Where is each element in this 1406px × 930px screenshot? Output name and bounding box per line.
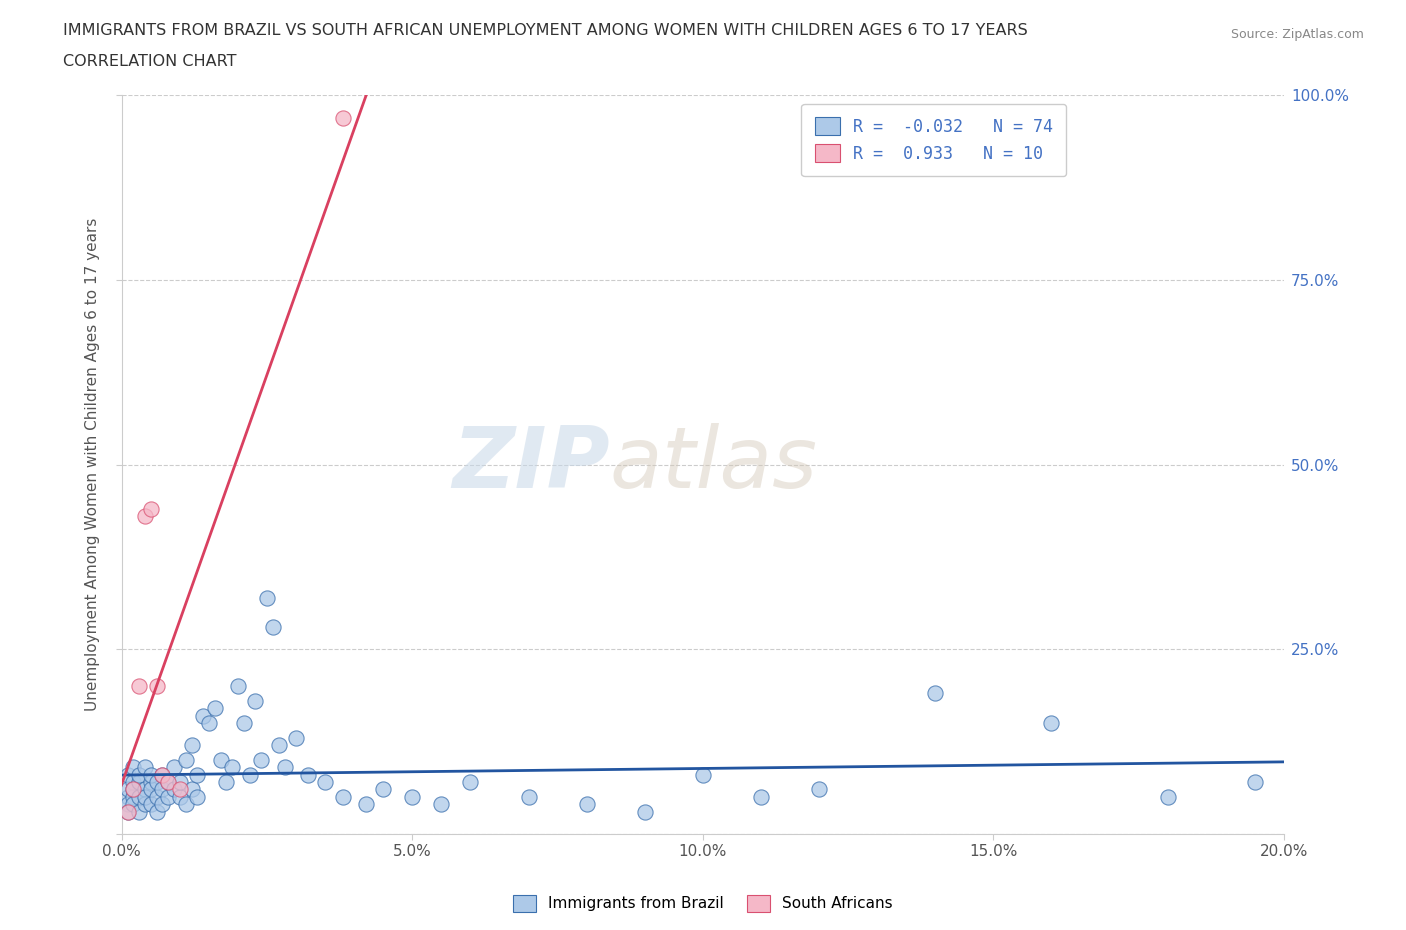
Text: ZIP: ZIP <box>453 423 610 506</box>
Point <box>122 797 145 812</box>
Point <box>122 775 145 790</box>
Point <box>262 619 284 634</box>
Point <box>634 804 657 819</box>
Point <box>128 804 150 819</box>
Point <box>169 790 191 804</box>
Point <box>517 790 540 804</box>
Point <box>314 775 336 790</box>
Point <box>157 775 180 790</box>
Point <box>186 767 208 782</box>
Legend: Immigrants from Brazil, South Africans: Immigrants from Brazil, South Africans <box>508 889 898 918</box>
Point <box>430 797 453 812</box>
Point <box>117 804 139 819</box>
Point <box>157 790 180 804</box>
Point <box>139 782 162 797</box>
Point <box>354 797 377 812</box>
Point <box>134 760 156 775</box>
Point <box>692 767 714 782</box>
Point <box>163 782 186 797</box>
Point <box>250 752 273 767</box>
Point <box>117 782 139 797</box>
Point <box>152 767 174 782</box>
Point <box>122 760 145 775</box>
Text: atlas: atlas <box>610 423 818 506</box>
Point <box>575 797 598 812</box>
Point <box>117 797 139 812</box>
Point <box>139 775 162 790</box>
Point <box>145 790 167 804</box>
Point <box>139 767 162 782</box>
Text: CORRELATION CHART: CORRELATION CHART <box>63 54 236 69</box>
Point <box>209 752 232 767</box>
Point <box>808 782 831 797</box>
Text: IMMIGRANTS FROM BRAZIL VS SOUTH AFRICAN UNEMPLOYMENT AMONG WOMEN WITH CHILDREN A: IMMIGRANTS FROM BRAZIL VS SOUTH AFRICAN … <box>63 23 1028 38</box>
Point <box>169 782 191 797</box>
Point <box>193 709 215 724</box>
Point <box>1040 715 1063 730</box>
Point <box>186 790 208 804</box>
Y-axis label: Unemployment Among Women with Children Ages 6 to 17 years: Unemployment Among Women with Children A… <box>86 218 100 711</box>
Point <box>152 782 174 797</box>
Point <box>215 775 238 790</box>
Point <box>460 775 482 790</box>
Legend: R =  -0.032   N = 74, R =  0.933   N = 10: R = -0.032 N = 74, R = 0.933 N = 10 <box>801 104 1066 176</box>
Point <box>122 790 145 804</box>
Point <box>152 797 174 812</box>
Point <box>174 797 197 812</box>
Point <box>267 737 290 752</box>
Point <box>180 737 202 752</box>
Point <box>134 509 156 524</box>
Point <box>221 760 243 775</box>
Point <box>145 804 167 819</box>
Point <box>117 804 139 819</box>
Point <box>239 767 262 782</box>
Point <box>749 790 772 804</box>
Point <box>128 767 150 782</box>
Point <box>134 790 156 804</box>
Point <box>117 790 139 804</box>
Point <box>204 701 226 716</box>
Point <box>139 501 162 516</box>
Point <box>174 752 197 767</box>
Point <box>245 694 267 709</box>
Point <box>128 790 150 804</box>
Point <box>169 775 191 790</box>
Point <box>373 782 395 797</box>
Point <box>134 797 156 812</box>
Point <box>1156 790 1178 804</box>
Point <box>139 797 162 812</box>
Point <box>163 760 186 775</box>
Point <box>232 715 254 730</box>
Point <box>924 686 946 701</box>
Point <box>297 767 319 782</box>
Point <box>332 110 354 125</box>
Point <box>128 679 150 694</box>
Point <box>1243 775 1265 790</box>
Point <box>122 782 145 797</box>
Point <box>145 775 167 790</box>
Point <box>157 775 180 790</box>
Point <box>226 679 249 694</box>
Point <box>180 782 202 797</box>
Point <box>145 679 167 694</box>
Point <box>401 790 423 804</box>
Point <box>256 590 278 604</box>
Text: Source: ZipAtlas.com: Source: ZipAtlas.com <box>1230 28 1364 41</box>
Point <box>134 782 156 797</box>
Point <box>117 767 139 782</box>
Point <box>273 760 295 775</box>
Point <box>122 782 145 797</box>
Point <box>332 790 354 804</box>
Point <box>285 730 308 745</box>
Point <box>128 775 150 790</box>
Point <box>152 767 174 782</box>
Point <box>198 715 221 730</box>
